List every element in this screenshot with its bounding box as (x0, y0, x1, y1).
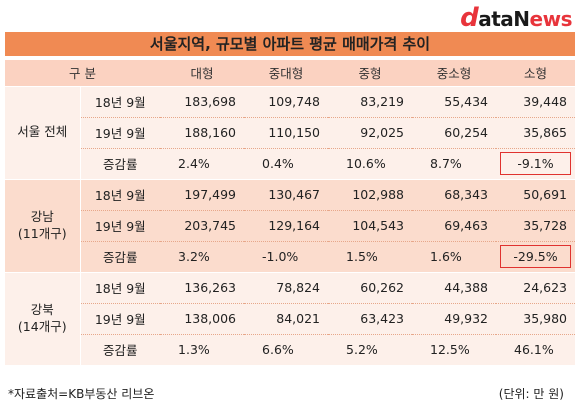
row-label: 증감률 (80, 148, 161, 179)
table-row: 강남 (11개구) 18년 9월 197,499 130,467 102,988… (5, 178, 576, 272)
table-row: 19년 9월 138,006 84,021 63,423 49,932 35,9… (5, 303, 576, 335)
cell: 1.5% (328, 241, 413, 272)
cell: 6.6% (244, 334, 329, 365)
cell: 63,423 (328, 303, 413, 335)
region-seoul: 서울 전체 (5, 85, 81, 179)
cell: 109,748 (244, 85, 329, 118)
table-row: 증감률 3.2% -1.0% 1.5% 1.6% -29.5% (5, 241, 576, 272)
cell: 49,932 (412, 303, 497, 335)
table-row: 19년 9월 188,160 110,150 92,025 60,254 35,… (5, 117, 576, 149)
cell: 60,254 (412, 117, 497, 149)
cell: 130,467 (244, 178, 329, 211)
header-small: 소형 (496, 60, 576, 86)
header-category: 구 분 (5, 60, 161, 86)
region-name: 강북 (30, 301, 54, 317)
table-row: 증감률 2.4% 0.4% 10.6% 8.7% -9.1% (5, 148, 576, 179)
row-label: 18년 9월 (80, 178, 161, 211)
header-small-mid: 중소형 (412, 60, 497, 86)
cell: 129,164 (244, 210, 329, 242)
datanews-logo: dataNews (460, 3, 573, 33)
cell: 24,623 (496, 271, 576, 304)
cell: 35,728 (496, 210, 576, 242)
source-note: *자료출처=KB부동산 리브온 (8, 387, 155, 401)
cell: 55,434 (412, 85, 497, 118)
cell: 50,691 (496, 178, 576, 211)
header-row: 구 분 대형 중대형 중형 중소형 소형 (5, 60, 576, 86)
row-label: 19년 9월 (80, 117, 161, 149)
cell: 83,219 (328, 85, 413, 118)
region-gangbuk: 강북 (14개구) (5, 271, 81, 365)
row-label: 18년 9월 (80, 85, 161, 118)
row-label: 18년 9월 (80, 271, 161, 304)
row-label: 19년 9월 (80, 303, 161, 335)
cell: 1.6% (412, 241, 497, 272)
highlighted-cell: -29.5% (496, 241, 576, 272)
row-label: 증감률 (80, 241, 161, 272)
cell: 104,543 (328, 210, 413, 242)
logo-ews: ews (529, 7, 573, 31)
table-row: 증감률 1.3% 6.6% 5.2% 12.5% 46.1% (5, 334, 576, 365)
logo-ata: ata (478, 7, 514, 31)
region-subtitle: (14개구) (17, 318, 67, 334)
region-name: 강남 (30, 208, 54, 224)
logo-d: d (460, 3, 479, 33)
cell: 1.3% (160, 334, 245, 365)
region-subtitle: (11개구) (17, 225, 67, 241)
cell: 203,745 (160, 210, 245, 242)
cell: 102,988 (328, 178, 413, 211)
cell: 69,463 (412, 210, 497, 242)
row-label: 증감률 (80, 334, 161, 365)
cell: 35,865 (496, 117, 576, 149)
cell: 12.5% (412, 334, 497, 365)
cell: 92,025 (328, 117, 413, 149)
cell: 188,160 (160, 117, 245, 149)
cell: 39,448 (496, 85, 576, 118)
cell: 138,006 (160, 303, 245, 335)
cell: 183,698 (160, 85, 245, 118)
logo-n: N (513, 7, 530, 31)
cell: 10.6% (328, 148, 413, 179)
cell: 2.4% (160, 148, 245, 179)
highlighted-cell: -9.1% (496, 148, 576, 179)
header-mid: 중형 (328, 60, 413, 86)
cell: 84,021 (244, 303, 329, 335)
table-row: 19년 9월 203,745 129,164 104,543 69,463 35… (5, 210, 576, 242)
cell: -1.0% (244, 241, 329, 272)
header-large: 대형 (160, 60, 245, 86)
cell: 197,499 (160, 178, 245, 211)
cell: 68,343 (412, 178, 497, 211)
cell: 3.2% (160, 241, 245, 272)
cell: 44,388 (412, 271, 497, 304)
cell: 60,262 (328, 271, 413, 304)
cell: 78,824 (244, 271, 329, 304)
unit-note: (단위: 만 원) (498, 387, 564, 401)
cell: 46.1% (496, 334, 576, 365)
cell: 5.2% (328, 334, 413, 365)
cell: 110,150 (244, 117, 329, 149)
price-table: 구 분 대형 중대형 중형 중소형 소형 서울 전체 18년 9월 183,69… (5, 60, 576, 365)
table-title: 서울지역, 규모별 아파트 평균 매매가격 추이 (5, 32, 575, 56)
cell: 0.4% (244, 148, 329, 179)
cell: 35,980 (496, 303, 576, 335)
table-row: 서울 전체 18년 9월 183,698 109,748 83,219 55,4… (5, 85, 576, 179)
cell: 136,263 (160, 271, 245, 304)
header-mid-large: 중대형 (244, 60, 329, 86)
table-row: 강북 (14개구) 18년 9월 136,263 78,824 60,262 4… (5, 271, 576, 365)
row-label: 19년 9월 (80, 210, 161, 242)
cell: 8.7% (412, 148, 497, 179)
region-gangnam: 강남 (11개구) (5, 178, 81, 272)
